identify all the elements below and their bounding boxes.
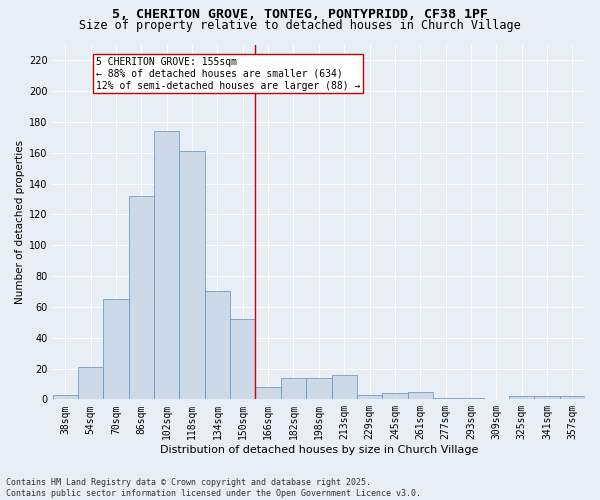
Bar (53, 394, 78, 400)
Bar (78, 367, 103, 400)
Bar (306, 378, 332, 400)
Bar (509, 396, 535, 400)
Bar (332, 374, 357, 400)
Bar (357, 394, 382, 400)
Bar (407, 392, 433, 400)
Text: Contains HM Land Registry data © Crown copyright and database right 2025.
Contai: Contains HM Land Registry data © Crown c… (6, 478, 421, 498)
Bar (230, 319, 256, 400)
Bar (103, 299, 129, 400)
Bar (179, 152, 205, 400)
Bar (458, 398, 484, 400)
Bar (129, 196, 154, 400)
X-axis label: Distribution of detached houses by size in Church Village: Distribution of detached houses by size … (160, 445, 478, 455)
Text: 5, CHERITON GROVE, TONTEG, PONTYPRIDD, CF38 1PF: 5, CHERITON GROVE, TONTEG, PONTYPRIDD, C… (112, 8, 488, 20)
Bar (535, 396, 560, 400)
Bar (256, 387, 281, 400)
Y-axis label: Number of detached properties: Number of detached properties (15, 140, 25, 304)
Bar (205, 292, 230, 400)
Bar (382, 393, 407, 400)
Bar (154, 132, 179, 400)
Text: Size of property relative to detached houses in Church Village: Size of property relative to detached ho… (79, 19, 521, 32)
Bar (281, 378, 306, 400)
Bar (560, 396, 585, 400)
Bar (433, 398, 458, 400)
Text: 5 CHERITON GROVE: 155sqm
← 88% of detached houses are smaller (634)
12% of semi-: 5 CHERITON GROVE: 155sqm ← 88% of detach… (96, 58, 360, 90)
